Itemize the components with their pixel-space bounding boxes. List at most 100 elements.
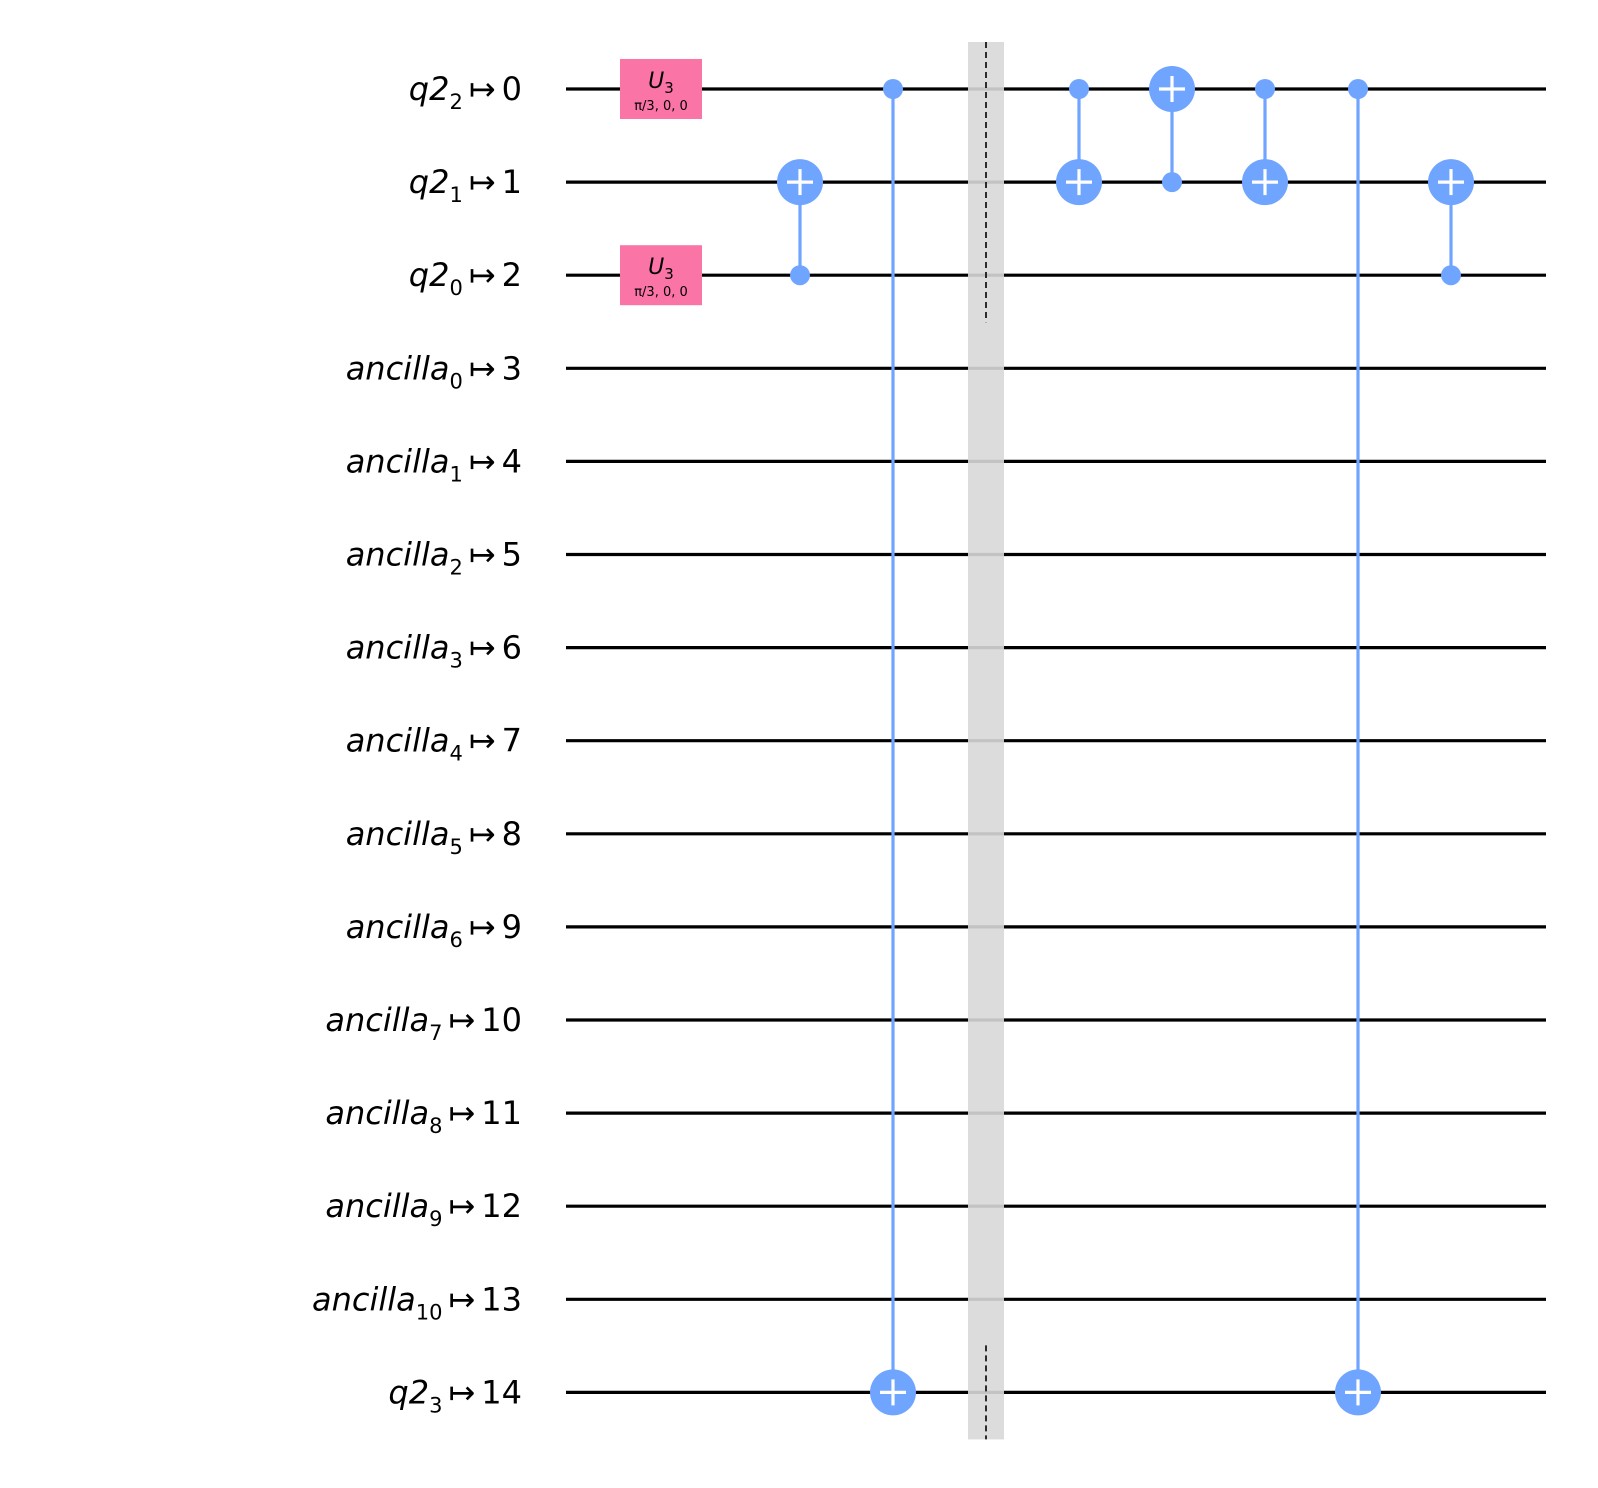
cnot-gate [1056,79,1102,206]
physical-qubit-number: 11 [481,1094,522,1132]
qubit-register-name: ancilla [346,536,450,574]
qubit-register-name: ancilla [346,722,450,760]
mapping-arrow: ↦ [469,442,496,480]
physical-qubit-number: 2 [502,256,522,294]
qubit-label: ancilla4 ↦ 7 [346,722,522,766]
qubit-index: 0 [449,276,462,300]
qubit-index: 5 [449,835,462,859]
qubit-index: 10 [416,1300,443,1324]
qubit-label: q21 ↦ 1 [409,163,522,207]
cnot-control-dot [883,79,903,99]
cnot-gate [1149,66,1195,193]
physical-qubit-number: 10 [481,1001,522,1039]
cnot-gate [1428,159,1474,286]
qubit-index: 7 [429,1021,442,1045]
u3-gate: U3 π/3, 0, 0 [620,59,702,119]
mapping-arrow: ↦ [469,70,496,108]
cnot-control-dot [1162,172,1182,193]
physical-qubit-number: 9 [502,908,522,946]
qubit-register-name: ancilla [346,908,450,946]
qubit-register-name: ancilla [325,1001,429,1039]
qubit-index: 6 [449,928,462,952]
mapping-arrow: ↦ [469,908,496,946]
qubit-index: 9 [429,1207,442,1231]
qubit-index: 1 [449,183,462,207]
qubit-register-name: q2 [388,1373,429,1411]
qubit-register-name: ancilla [346,629,450,667]
cnot-gate [777,159,823,286]
cnot-gate [870,79,916,1416]
physical-qubit-number: 8 [502,815,522,853]
qubit-index: 2 [449,556,462,580]
qubit-wires [566,87,1546,1395]
cnot-target-icon [1335,1369,1381,1416]
mapping-arrow: ↦ [448,1001,475,1039]
mapping-arrow: ↦ [469,629,496,667]
physical-qubit-number: 6 [502,629,522,667]
u3-gate-label: U3 [648,255,674,283]
cnot-target-icon [777,159,823,206]
qubit-register-name: ancilla [312,1280,416,1318]
mapping-arrow: ↦ [469,815,496,853]
cnot-target-icon [1428,159,1474,206]
qubit-label: ancilla2 ↦ 5 [346,536,522,580]
physical-qubit-number: 5 [502,536,522,574]
cnot-control-dot [1255,79,1275,99]
qubit-register-name: q2 [409,256,450,294]
qubit-register-name: ancilla [346,815,450,853]
physical-qubit-number: 4 [502,442,522,480]
qubit-register-name: q2 [409,70,450,108]
cnot-target-icon [1056,159,1102,206]
cnot-target-icon [870,1369,916,1416]
qubit-label: ancilla1 ↦ 4 [346,442,522,486]
mapping-arrow: ↦ [469,256,496,294]
physical-qubit-number: 3 [502,349,522,387]
qubit-index: 3 [449,649,462,673]
qubit-label: ancilla0 ↦ 3 [346,349,522,393]
mapping-arrow: ↦ [448,1187,475,1225]
cnot-control-dot [1441,265,1461,286]
physical-qubit-number: 0 [502,70,522,108]
qubit-index: 3 [429,1393,442,1417]
cnot-gate [1335,79,1381,1416]
qubit-index: 4 [449,742,462,766]
mapping-arrow: ↦ [469,163,496,201]
u3-gate-params: π/3, 0, 0 [634,99,688,114]
mapping-arrow: ↦ [469,722,496,760]
qubit-register-name: q2 [409,163,450,201]
cnot-target-icon [1149,66,1195,112]
circuit-gates: U3 π/3, 0, 0 U3 π/3, 0, 0 [620,42,1474,1440]
qubit-label: ancilla6 ↦ 9 [346,908,522,952]
qubit-register-name: ancilla [325,1094,429,1132]
qubit-label: q20 ↦ 2 [409,256,522,300]
qubit-label: q23 ↦ 14 [388,1373,522,1417]
u3-gate-params: π/3, 0, 0 [634,285,688,300]
u3-gate: U3 π/3, 0, 0 [620,245,702,306]
cnot-control-dot [790,265,810,286]
qubit-label: q22 ↦ 0 [409,70,522,114]
qubit-index: 8 [429,1114,442,1138]
barrier-band [968,42,1004,1440]
mapping-arrow: ↦ [469,536,496,574]
qubit-label: ancilla8 ↦ 11 [325,1094,522,1138]
cnot-gate [1242,79,1288,206]
physical-qubit-number: 7 [502,722,522,760]
cnot-target-icon [1242,159,1288,206]
qubit-register-name: ancilla [346,349,450,387]
qubit-label: ancilla3 ↦ 6 [346,629,522,673]
u3-gate-box [620,59,702,119]
cnot-control-dot [1348,79,1368,99]
u3-gate-box [620,245,702,306]
physical-qubit-number: 12 [481,1187,522,1225]
qubit-label: ancilla9 ↦ 12 [325,1187,522,1231]
physical-qubit-number: 13 [481,1280,522,1318]
cnot-control-dot [1069,79,1089,99]
barrier [968,42,1004,1440]
mapping-arrow: ↦ [448,1373,475,1411]
mapping-arrow: ↦ [448,1094,475,1132]
physical-qubit-number: 1 [502,163,522,201]
qubit-register-name: ancilla [346,442,450,480]
mapping-arrow: ↦ [448,1280,475,1318]
qubit-label: ancilla5 ↦ 8 [346,815,522,859]
